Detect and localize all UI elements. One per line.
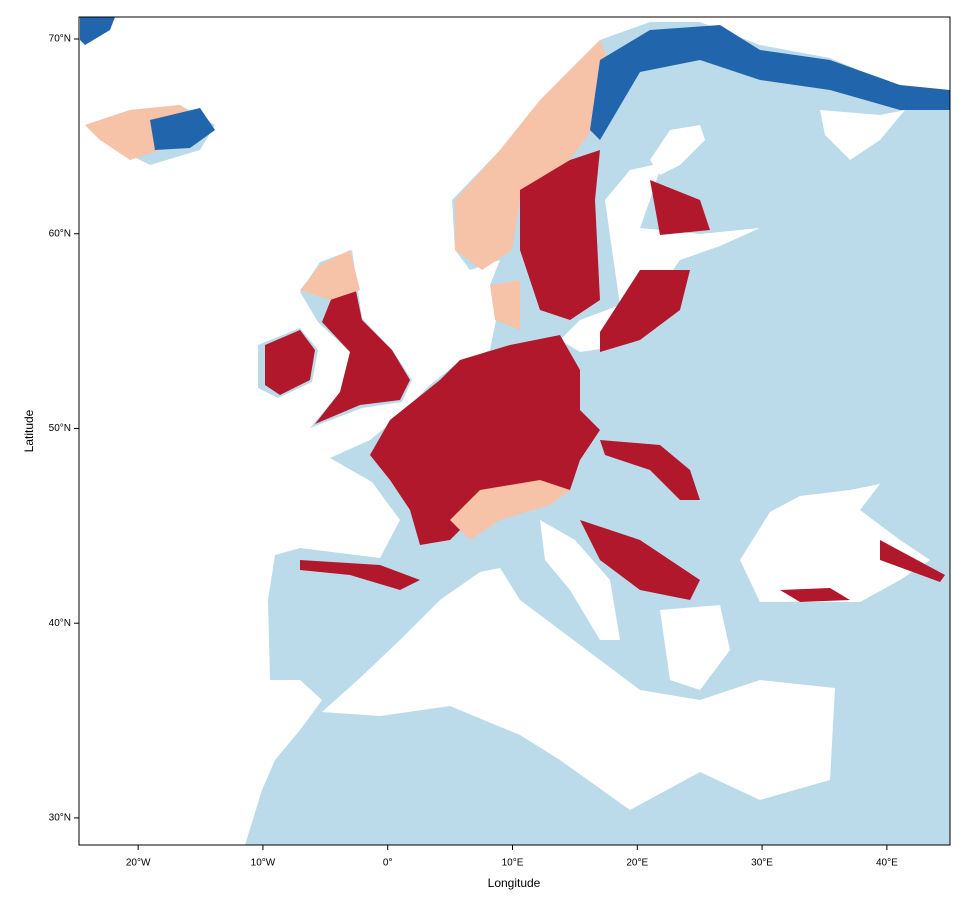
mediterranean-sea — [322, 568, 835, 810]
barents-sea — [820, 110, 905, 160]
baltic-states — [600, 270, 690, 352]
black-sea — [740, 484, 930, 602]
svalbard-blue — [80, 17, 115, 45]
balkans-red — [580, 520, 700, 600]
pyrenees-red — [300, 560, 420, 590]
y-tick-label: 30°N — [49, 813, 71, 824]
y-axis-title: Latitude — [22, 409, 36, 452]
north-band — [590, 25, 950, 140]
x-tick-label: 10°E — [502, 858, 524, 869]
great-britain-red — [315, 272, 410, 424]
alps-salmon — [450, 480, 570, 540]
caucasus-red — [880, 540, 945, 582]
turkey-red — [780, 588, 850, 602]
scotland-salmon — [300, 250, 360, 300]
x-tick-label: 40°E — [876, 858, 898, 869]
scandinavia-salmon — [455, 40, 612, 270]
x-axis-title: Longitude — [488, 876, 541, 890]
carpathians-red — [600, 440, 700, 500]
y-tick-label: 40°N — [49, 618, 71, 629]
white-sea — [650, 125, 705, 175]
sweden — [520, 150, 600, 320]
baltic-sea — [560, 163, 760, 352]
x-tick-label: 0° — [383, 858, 393, 869]
adriatic-sea — [540, 520, 620, 640]
x-tick-label: 20°W — [126, 858, 151, 869]
map-layer — [79, 17, 950, 845]
denmark-salmon — [490, 280, 520, 330]
x-tick-label: 20°E — [626, 858, 648, 869]
iceland-blue — [150, 108, 215, 150]
y-tick-label: 50°N — [49, 423, 71, 434]
aegean-sea — [660, 605, 730, 690]
ireland-red — [265, 330, 315, 395]
x-tick-label: 10°W — [251, 858, 276, 869]
y-tick-label: 60°N — [49, 228, 71, 239]
plot-frame — [78, 16, 951, 846]
y-tick-label: 70°N — [49, 34, 71, 45]
finland — [650, 180, 710, 235]
x-tick-label: 30°E — [751, 858, 773, 869]
